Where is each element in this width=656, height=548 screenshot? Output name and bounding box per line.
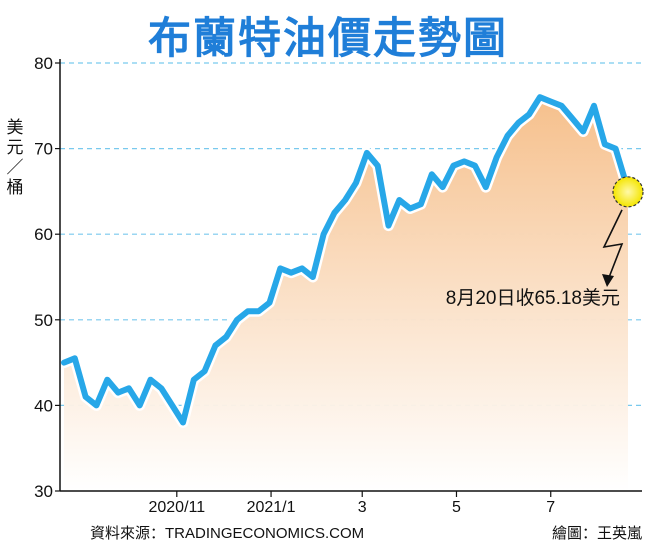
last-price-marker <box>612 176 644 208</box>
y-tick-label: 40 <box>34 396 53 415</box>
x-tick-label: 2020/11 <box>148 499 205 516</box>
y-tick-label: 80 <box>34 54 53 73</box>
x-tick-label: 2021/1 <box>247 499 296 516</box>
y-tick-label: 70 <box>34 140 53 159</box>
price-line <box>61 94 631 426</box>
y-tick-label: 30 <box>34 482 53 501</box>
credit-note: 繪圖：王英嵐 <box>551 525 642 542</box>
annotation-arrowhead <box>602 274 614 287</box>
annotation-layer: 8月20日收65.18美元 <box>446 176 644 309</box>
y-tick-labels: 30 40 50 60 70 80 <box>34 54 60 501</box>
x-tick-label: 3 <box>358 499 367 516</box>
x-tick-label: 5 <box>452 499 461 516</box>
y-tick-label: 60 <box>34 225 53 244</box>
last-price-annotation: 8月20日收65.18美元 <box>446 287 620 309</box>
axes <box>59 59 642 492</box>
y-axis-label: 美元／桶 <box>6 118 24 198</box>
source-note: 資料來源：TRADINGECONOMICS.COM <box>90 525 365 542</box>
x-tick-label: 7 <box>546 499 555 516</box>
annotation-arrow <box>602 209 624 281</box>
x-tick-labels: 2020/11 2021/1 3 5 7 <box>148 491 555 516</box>
chart-title: 布蘭特油價走勢圖 <box>148 14 508 64</box>
price-area <box>64 97 628 491</box>
price-line-layer <box>58 91 634 428</box>
area-fill <box>64 97 628 491</box>
y-tick-label: 50 <box>34 311 53 330</box>
